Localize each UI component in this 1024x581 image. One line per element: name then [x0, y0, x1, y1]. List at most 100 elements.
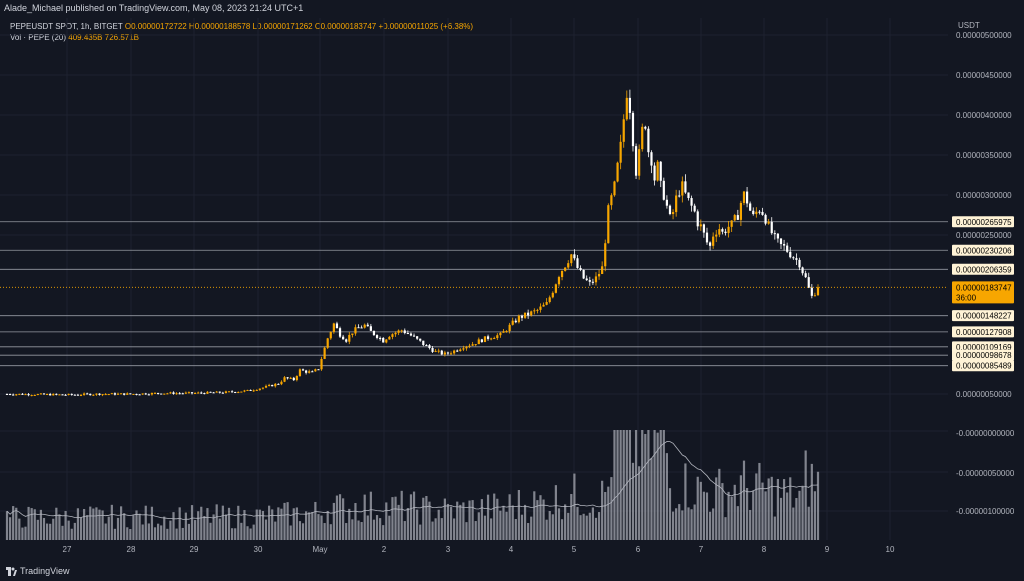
volume-bar	[644, 433, 647, 540]
volume-bar	[5, 511, 9, 540]
candle-body	[271, 384, 274, 387]
x-tick-label: 8	[762, 545, 767, 554]
volume-bar	[816, 471, 820, 540]
candle-body	[588, 280, 591, 282]
volume-bar	[715, 477, 718, 540]
candle-body	[61, 394, 64, 396]
candle-body	[224, 391, 228, 393]
candle-body	[345, 339, 348, 342]
volume-bar	[656, 432, 659, 540]
volume-bar	[702, 491, 706, 540]
candle-body	[308, 371, 311, 373]
y-tick-label: 0.00000350000	[956, 151, 1012, 160]
candle-body	[668, 205, 672, 215]
volume-bar	[240, 522, 243, 540]
volume-bar	[440, 518, 443, 540]
volume-bar	[567, 512, 570, 540]
candle-body	[810, 287, 813, 296]
candle-body	[585, 278, 588, 281]
candle-body	[305, 370, 308, 373]
volume-bar	[582, 513, 585, 540]
candle-body	[773, 233, 776, 235]
x-tick-label: 4	[509, 545, 514, 554]
candle-body	[119, 393, 123, 395]
candle-body	[190, 392, 194, 394]
volume-bar	[82, 509, 86, 540]
candle-body	[542, 304, 545, 307]
volume-bar	[379, 518, 382, 540]
volume-bar	[70, 528, 73, 540]
volume-bar	[591, 507, 594, 540]
candle-body	[786, 245, 789, 252]
candle-body	[70, 393, 73, 395]
candle-body	[715, 234, 718, 237]
symbol-name[interactable]: PEPEUSDT SPOT, 1h, BITGET	[10, 22, 123, 31]
candle-body	[471, 344, 474, 346]
volume-bar	[810, 463, 813, 540]
volume-bar	[758, 462, 761, 540]
volume-bar	[514, 519, 517, 540]
price-chart[interactable]: 0.00000500000 0.00000450000 0.00000400000 0…	[0, 0, 1024, 563]
candle-body	[443, 352, 446, 355]
candle-body	[8, 394, 12, 396]
candle-body	[317, 369, 320, 371]
volume-bar	[335, 495, 339, 540]
candle-body	[758, 211, 761, 213]
candle-body	[610, 195, 613, 206]
candle-body	[496, 335, 499, 339]
candle-body	[567, 263, 570, 268]
volume-bar	[92, 508, 95, 540]
candle-body	[348, 334, 351, 342]
candle-body	[502, 331, 505, 333]
candle-body	[551, 292, 554, 298]
candle-body	[218, 391, 221, 393]
volume-bar	[459, 504, 462, 540]
volume-bar	[409, 494, 413, 540]
candle-body	[187, 392, 191, 394]
volume-bar	[681, 510, 684, 540]
volume-bar	[286, 502, 289, 540]
volume-values: 409.435B 726.571B	[68, 33, 139, 42]
candle-body	[465, 346, 468, 349]
volume-bar	[752, 490, 755, 540]
candle-body	[160, 393, 163, 395]
volume-bar	[419, 524, 422, 540]
x-tick-label: 29	[190, 545, 199, 554]
volume-bar	[490, 518, 493, 540]
candle-body	[813, 295, 817, 297]
volume-bar	[422, 497, 425, 540]
volume-bar	[249, 528, 252, 540]
candle-body	[397, 330, 400, 333]
volume-bar	[434, 518, 437, 540]
volume-bar	[135, 510, 138, 540]
candle-body	[557, 277, 561, 285]
candle-body	[360, 327, 363, 329]
volume-bar	[52, 518, 55, 540]
candle-body	[545, 302, 548, 305]
candle-body	[462, 348, 465, 350]
volume-label[interactable]: Vol · PEPE (20)	[10, 33, 67, 42]
candle-body	[400, 330, 403, 332]
volume-bar	[437, 509, 440, 540]
candle-body	[363, 324, 366, 328]
volume-bar	[665, 453, 669, 540]
volume-bar	[779, 497, 783, 540]
candle-body	[255, 389, 258, 391]
volume-bar	[113, 528, 117, 540]
volume-bar	[662, 430, 665, 540]
candle-body	[416, 336, 419, 339]
candle-body	[724, 231, 727, 234]
volume-bar	[301, 523, 305, 540]
volume-bar	[231, 528, 234, 540]
y-tick-label: 0.00000250000	[956, 231, 1012, 240]
candle-body	[696, 211, 699, 227]
candle-body	[52, 393, 55, 396]
volume-bar	[745, 488, 749, 540]
volume-bar	[119, 506, 123, 540]
candle-body	[194, 393, 197, 395]
volume-bar	[533, 491, 536, 540]
volume-bar	[101, 510, 104, 540]
volume-bar	[375, 515, 379, 540]
volume-bar	[403, 521, 406, 540]
x-tick-label: 7	[699, 545, 704, 554]
